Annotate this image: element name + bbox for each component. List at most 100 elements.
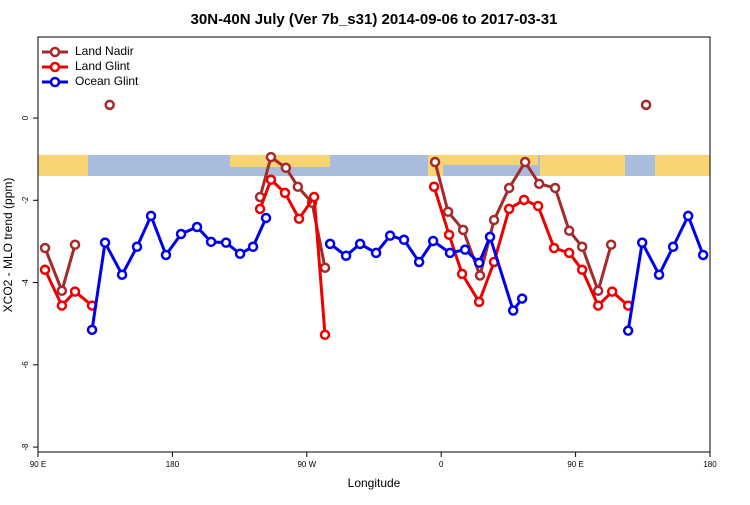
land-band xyxy=(428,155,538,165)
data-point xyxy=(145,210,157,222)
land-band xyxy=(38,155,88,176)
chart-title: 30N-40N July (Ver 7b_s31) 2014-09-06 to … xyxy=(191,11,558,28)
legend-marker xyxy=(49,61,61,73)
data-point xyxy=(563,225,575,236)
data-point xyxy=(319,262,331,273)
data-point xyxy=(308,191,320,203)
data-point xyxy=(640,99,652,111)
data-point xyxy=(354,238,366,250)
legend-marker xyxy=(49,76,61,88)
data-point xyxy=(549,182,561,194)
legend-label: Ocean Glint xyxy=(75,74,139,88)
data-point xyxy=(636,237,648,248)
data-point xyxy=(429,156,441,168)
data-point xyxy=(516,293,528,304)
data-point xyxy=(488,214,500,226)
data-point xyxy=(653,269,665,280)
data-point xyxy=(324,238,336,250)
data-point xyxy=(234,248,246,260)
data-point xyxy=(622,325,634,336)
data-point xyxy=(160,249,172,261)
data-point xyxy=(428,181,440,192)
data-point xyxy=(443,229,455,241)
data-point xyxy=(563,247,575,259)
data-point xyxy=(280,162,292,174)
data-point xyxy=(473,296,485,308)
data-point xyxy=(507,305,519,316)
data-point xyxy=(503,182,515,194)
data-point xyxy=(175,228,187,240)
x-tick-label: 180 xyxy=(166,460,180,469)
data-point xyxy=(532,200,544,212)
land-band xyxy=(230,155,330,167)
y-tick-label: -2 xyxy=(21,196,30,204)
data-point xyxy=(518,194,530,206)
data-point xyxy=(265,151,277,163)
data-point xyxy=(319,329,331,341)
data-point xyxy=(484,231,496,243)
data-point xyxy=(56,285,68,297)
land-band xyxy=(655,155,710,176)
data-point xyxy=(503,203,515,215)
y-tick-label: -8 xyxy=(21,443,30,451)
data-point xyxy=(459,244,471,255)
data-point xyxy=(69,239,81,250)
data-point xyxy=(191,221,203,233)
data-point xyxy=(605,239,617,250)
data-point xyxy=(220,237,232,248)
data-point xyxy=(576,264,588,276)
data-point xyxy=(667,241,679,253)
data-point xyxy=(519,156,531,168)
data-point xyxy=(39,264,51,276)
legend-label: Land Glint xyxy=(75,59,130,73)
data-point xyxy=(427,235,439,247)
y-tick-label: -4 xyxy=(21,278,30,286)
data-point xyxy=(697,249,709,261)
data-point xyxy=(205,236,217,248)
map-strip xyxy=(38,155,710,176)
x-axis-label: Longitude xyxy=(348,476,401,490)
data-point xyxy=(682,210,694,222)
data-point xyxy=(592,285,604,297)
data-point xyxy=(99,237,111,248)
data-point xyxy=(260,212,272,224)
data-point xyxy=(606,286,618,297)
data-point xyxy=(69,286,81,297)
data-point xyxy=(247,241,259,253)
data-point xyxy=(442,206,454,218)
data-point xyxy=(293,213,305,225)
legend-marker xyxy=(49,46,61,58)
x-tick-label: 90 E xyxy=(567,460,583,469)
x-tick-label: 90 W xyxy=(297,460,316,469)
data-point xyxy=(292,181,304,192)
data-point xyxy=(592,300,604,311)
data-point xyxy=(340,250,352,262)
data-point xyxy=(548,242,560,254)
x-tick-label: 180 xyxy=(703,460,717,469)
x-tick-label: 90 E xyxy=(30,460,46,469)
data-point xyxy=(456,268,468,280)
data-point xyxy=(473,257,485,269)
data-point xyxy=(254,203,266,215)
data-point xyxy=(384,230,396,241)
data-point xyxy=(265,174,277,185)
data-point xyxy=(474,270,486,281)
data-point xyxy=(131,241,143,253)
data-point xyxy=(39,242,51,254)
legend-label: Land Nadir xyxy=(75,44,134,58)
data-point xyxy=(116,269,128,280)
y-tick-label: 0 xyxy=(21,115,30,120)
land-band xyxy=(540,155,625,176)
data-point xyxy=(413,256,425,268)
data-point xyxy=(370,247,382,259)
data-point xyxy=(457,224,469,236)
data-point xyxy=(104,99,115,111)
data-point xyxy=(533,178,545,190)
data-point xyxy=(398,234,410,246)
data-point xyxy=(86,324,98,336)
y-tick-label: -6 xyxy=(21,361,30,369)
plot-frame xyxy=(37,36,711,453)
data-point xyxy=(56,300,68,311)
y-axis-label: XCO2 - MLO trend (ppm) xyxy=(1,178,15,313)
